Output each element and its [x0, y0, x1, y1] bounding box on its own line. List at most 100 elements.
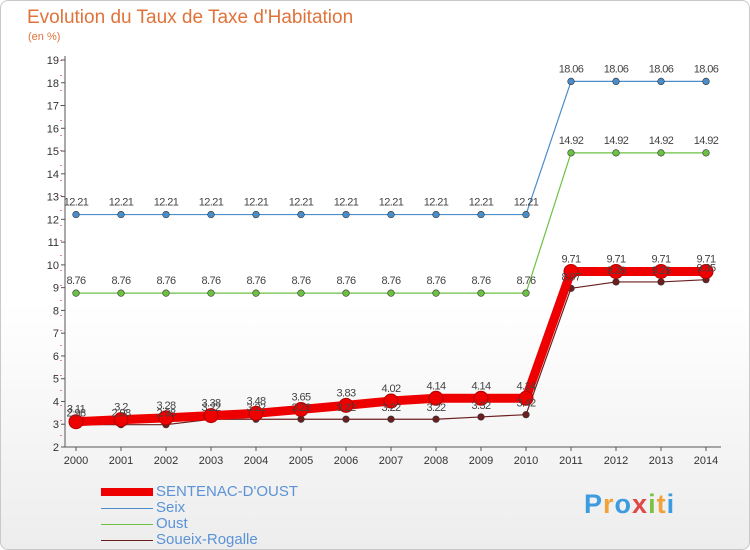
- x-tick-label: 2004: [244, 455, 268, 467]
- data-point-oust: [477, 289, 485, 297]
- data-label-oust: 8.76: [66, 275, 85, 287]
- data-point-oust: [522, 289, 530, 297]
- y-tick-label: 13: [47, 192, 59, 204]
- data-point-soueix-rogalle: [657, 278, 665, 286]
- data-point-sentenac-d-oust: [293, 401, 309, 417]
- logo-letter: t: [656, 489, 667, 519]
- data-point-seix: [432, 210, 440, 219]
- data-label-soueix-rogalle: 3.32: [471, 400, 490, 412]
- data-label-oust: 8.76: [246, 275, 265, 287]
- data-label-soueix-rogalle: 2.98: [111, 408, 130, 420]
- x-tick-label: 2005: [289, 455, 313, 467]
- data-label-soueix-rogalle: 9.35: [696, 263, 715, 275]
- proxiti-logo: Proxiti: [584, 489, 675, 520]
- data-label-seix: 18.06: [604, 63, 629, 75]
- data-label-sentenac-d-oust: 3.48: [246, 395, 265, 407]
- data-label-sentenac-d-oust: 9.71: [651, 253, 670, 265]
- legend-item-soueix: Soueix-Rogalle: [101, 532, 361, 548]
- data-label-sentenac-d-oust: 4.02: [381, 383, 400, 395]
- data-label-soueix-rogalle: 8.97: [561, 271, 580, 283]
- data-label-seix: 12.21: [154, 197, 179, 209]
- data-point-soueix-rogalle: [477, 413, 485, 421]
- data-point-oust: [387, 289, 395, 297]
- x-tick-label: 2014: [694, 455, 718, 467]
- data-label-soueix-rogalle: 3.22: [246, 402, 265, 414]
- data-label-sentenac-d-oust: 9.71: [561, 253, 580, 265]
- data-point-seix: [117, 210, 125, 219]
- data-label-oust: 8.76: [111, 275, 130, 287]
- data-label-seix: 12.21: [424, 197, 449, 209]
- data-point-sentenac-d-oust: [158, 410, 174, 426]
- data-label-oust: 14.92: [694, 135, 719, 147]
- data-label-soueix-rogalle: 3.22: [336, 402, 355, 414]
- legend-swatch-soueix: [101, 540, 153, 541]
- data-label-sentenac-d-oust: 9.71: [606, 253, 625, 265]
- data-label-oust: 14.92: [559, 135, 584, 147]
- data-point-oust: [252, 289, 260, 297]
- chart-title: Evolution du Taux de Taxe d'Habitation: [27, 7, 354, 28]
- data-point-oust: [72, 289, 80, 297]
- logo-letter: r: [603, 489, 615, 519]
- data-point-seix: [252, 210, 260, 219]
- y-tick-label: 14: [47, 169, 59, 181]
- data-label-soueix-rogalle: 3.22: [201, 402, 220, 414]
- data-label-sentenac-d-oust: 3.83: [336, 387, 355, 399]
- legend-label-seix: Seix: [156, 499, 186, 516]
- data-label-sentenac-d-oust: 3.2: [114, 402, 128, 414]
- y-tick-label: 18: [47, 78, 59, 90]
- y-axis-unit: (en %): [28, 31, 61, 43]
- data-point-sentenac-d-oust: [248, 405, 264, 421]
- y-tick-label: 7: [53, 328, 59, 340]
- data-point-oust: [567, 149, 575, 157]
- x-tick-label: 2007: [379, 455, 403, 467]
- y-tick-label: 4: [53, 396, 59, 408]
- data-point-seix: [567, 77, 575, 85]
- data-label-soueix-rogalle: 9.26: [651, 265, 670, 277]
- logo-letter: P: [584, 489, 604, 519]
- data-point-soueix-rogalle: [432, 415, 440, 423]
- logo-letter: i: [648, 489, 657, 519]
- x-tick-label: 2008: [424, 455, 448, 467]
- legend-item-seix: Seix: [101, 500, 361, 516]
- data-point-oust: [207, 289, 215, 297]
- data-label-sentenac-d-oust: 4.14: [516, 380, 535, 392]
- data-label-sentenac-d-oust: 3.65: [291, 391, 310, 403]
- y-tick-label: 10: [47, 260, 59, 272]
- data-label-soueix-rogalle: 2.98: [156, 408, 175, 420]
- data-label-sentenac-d-oust: 3.38: [201, 398, 220, 410]
- legend-label-oust: Oust: [156, 515, 188, 532]
- data-label-seix: 12.21: [289, 197, 314, 209]
- data-point-seix: [477, 210, 485, 219]
- data-label-seix: 12.21: [514, 197, 539, 209]
- data-point-sentenac-d-oust: [563, 263, 579, 279]
- data-label-oust: 8.76: [201, 275, 220, 287]
- logo-letter: o: [614, 489, 633, 519]
- x-tick-label: 2010: [514, 455, 538, 467]
- data-label-soueix-rogalle: 2.98: [66, 408, 85, 420]
- data-label-seix: 12.21: [64, 197, 89, 209]
- data-point-seix: [72, 210, 80, 219]
- x-tick-label: 2012: [604, 455, 628, 467]
- y-tick-label: 3: [53, 419, 59, 431]
- data-point-sentenac-d-oust: [653, 263, 669, 279]
- legend-swatch-seix: [101, 508, 153, 509]
- data-label-oust: 14.92: [649, 135, 674, 147]
- data-label-soueix-rogalle: 3.22: [291, 402, 310, 414]
- data-point-sentenac-d-oust: [203, 408, 219, 424]
- data-point-sentenac-d-oust: [698, 263, 714, 279]
- data-point-sentenac-d-oust: [428, 390, 444, 406]
- y-tick-label: 5: [53, 374, 59, 386]
- legend-label-sentenac: SENTENAC-D'OUST: [156, 483, 299, 500]
- y-tick-label: 17: [47, 101, 59, 113]
- data-label-soueix-rogalle: 3.22: [381, 402, 400, 414]
- data-label-seix: 18.06: [559, 63, 584, 75]
- data-label-oust: 8.76: [426, 275, 445, 287]
- data-point-sentenac-d-oust: [383, 393, 399, 409]
- data-label-sentenac-d-oust: 3.28: [156, 400, 175, 412]
- data-point-seix: [207, 210, 215, 219]
- data-label-soueix-rogalle: 3.22: [426, 402, 445, 414]
- legend-item-oust: Oust: [101, 516, 361, 532]
- data-point-seix: [612, 77, 620, 85]
- x-tick-label: 2009: [469, 455, 493, 467]
